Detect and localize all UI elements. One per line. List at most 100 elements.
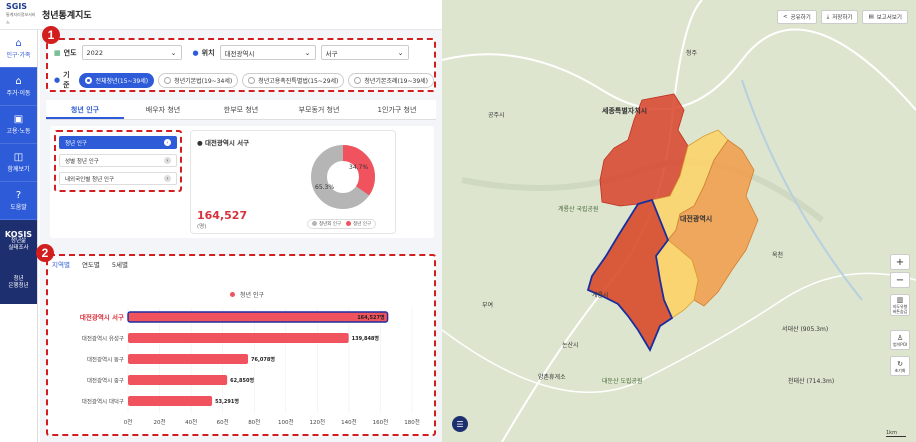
indicator-youth-population[interactable]: 청년 인구 ›	[59, 136, 177, 149]
location-pin-icon: ●	[192, 48, 199, 57]
indicator-gender-youth[interactable]: 성별 청년 인구 ›	[59, 154, 177, 167]
zoom-in-button[interactable]: +	[890, 254, 910, 270]
sidebar-item-help[interactable]: ? 도움말	[0, 182, 37, 220]
poi-button[interactable]: ♙ 범이POI	[890, 330, 910, 350]
sidebar: ⌂ 인구·가족 ⌂ 주거·이동 ▣ 고용·노동 ◫ 함께보기 ? 도움말 KOSIS 청년삶…	[0, 30, 38, 442]
bar	[127, 311, 389, 323]
download-icon: ⤓	[826, 13, 830, 20]
sidebar-item-housing[interactable]: ⌂ 주거·이동	[0, 68, 37, 106]
radio-employment-law[interactable]: 청년고용촉진특별법(15~29세)	[242, 72, 345, 88]
house-icon: ⌂	[15, 76, 22, 87]
arrow-right-icon: ›	[164, 157, 171, 164]
subtab-year[interactable]: 연도별	[81, 261, 100, 269]
y-category-label: 대전광역시 중구	[87, 377, 124, 385]
radio-all-youth[interactable]: 전체청년(15~39세)	[79, 72, 155, 88]
sidebar-item-population[interactable]: ⌂ 인구·가족	[0, 30, 37, 68]
bar-chart: 0천 20천 40천 60천 80천 100천 120천 140천 160천 180천 대전광역시 …	[80, 308, 420, 426]
people-icon: ⌂	[15, 38, 22, 49]
map-label-seodaesan: 서대산 (905.3m)	[782, 326, 829, 333]
bank-youth-link[interactable]: 청년 은행청년	[0, 262, 37, 304]
data-label: 62,850명	[230, 377, 254, 384]
report-button[interactable]: ▤ 보고서보기	[862, 10, 908, 24]
legend-youth: 청년 인구	[346, 221, 371, 227]
legend-toggle-button[interactable]: ☰	[452, 416, 468, 432]
arrow-right-icon: ›	[164, 139, 171, 146]
pie-label-youth: 34.7%	[349, 164, 368, 171]
map-type-button[interactable]: ▥ 지도유형 버튼숨김	[890, 294, 910, 316]
x-tick-label: 20천	[154, 418, 166, 426]
tab-living-with-parents-youth[interactable]: 부모동거 청년	[298, 106, 340, 114]
map-label-daejeon: 대전광역시	[680, 215, 713, 223]
map-layers-icon: ▥	[896, 296, 904, 304]
location-label: ● 위치	[192, 48, 215, 57]
bar	[128, 396, 213, 406]
subtab-age5[interactable]: 5세별	[111, 261, 129, 269]
badge-1: 1	[42, 26, 60, 44]
year-label: ▦ 연도	[54, 48, 77, 57]
map-view[interactable]: 세종특별자치시 계룡산 국립공원 대전광역시 논산시 양촌휴게소 대둔산 도립공…	[442, 0, 916, 442]
arrow-right-icon: ›	[164, 175, 171, 182]
x-tick-label: 120천	[310, 418, 326, 426]
sidebar-item-employment[interactable]: ▣ 고용·노동	[0, 106, 37, 144]
tab-single-household-youth[interactable]: 1인가구 청년	[377, 106, 417, 114]
bar	[128, 375, 228, 385]
user-icon: ●	[54, 76, 61, 84]
bar	[128, 354, 249, 364]
main-panel: ▦ 연도 2022 ⌄ ● 위치 대전광역시 ⌄ 서구 ⌄ ● 기준 전체청년(15~39세…	[36, 26, 442, 442]
reset-button[interactable]: ↻ 초기화	[890, 356, 910, 376]
chart-subtabs: 지역별 연도별 5세별	[52, 259, 128, 269]
y-category-label: 대전광역시 대덕구	[82, 398, 124, 406]
stat-region: ● 대전광역시 서구	[197, 139, 250, 147]
document-icon: ▤	[868, 14, 874, 20]
year-select[interactable]: 2022 ⌄	[81, 45, 182, 60]
map-label-cheontaesan: 천태산 (714.3m)	[788, 378, 835, 385]
youth-population-value: 164,527	[197, 209, 248, 222]
help-icon: ?	[15, 190, 22, 201]
save-button[interactable]: ⤓ 저장하기	[820, 10, 859, 24]
data-label: 76,078명	[251, 356, 275, 363]
map-label-yangchon: 양촌휴게소	[538, 374, 566, 381]
data-label: 53,291명	[215, 398, 239, 405]
indicator-nationality-youth[interactable]: 내외국인별 청년 인구 ›	[59, 172, 177, 185]
tab-married-youth[interactable]: 배우자 청년	[145, 106, 181, 114]
header: SGIS 통계지리정보서비스 청년통계지도	[0, 0, 442, 30]
tab-youth-population[interactable]: 청년 인구	[46, 100, 124, 119]
map-label-daedunsan: 대둔산 도립공원	[602, 378, 643, 385]
data-label: 139,848명	[352, 335, 380, 342]
map-label-cheongju: 청주	[686, 50, 698, 57]
kosis-link[interactable]: KOSIS 청년삶 실태조사	[0, 220, 37, 262]
basis-label: ● 기준	[54, 71, 70, 89]
chart-legend: 청년 인구	[230, 290, 264, 299]
poi-icon: ♙	[896, 333, 904, 342]
share-button[interactable]: < 공유하기	[776, 10, 817, 24]
data-label: 164,527명	[357, 314, 385, 321]
category-tabs: 청년 인구 배우자 청년 한부모 청년 부모동거 청년 1인가구 청년	[46, 100, 436, 120]
radio-basic-law[interactable]: 청년기본법(19~34세)	[158, 72, 239, 88]
chevron-down-icon: ⌄	[170, 48, 177, 57]
map-label-okcheon: 옥천	[772, 252, 784, 259]
map-scale: 1km	[886, 430, 906, 437]
map-canvas	[442, 0, 916, 442]
x-tick-label: 100천	[278, 418, 294, 426]
sgis-logo[interactable]: SGIS 통계지리정보서비스	[6, 1, 36, 25]
unit-label: (명)	[197, 224, 207, 230]
sigungu-select[interactable]: 서구 ⌄	[320, 45, 409, 60]
location-pin-icon: ●	[197, 139, 203, 147]
chevron-down-icon: ⌄	[397, 48, 404, 57]
radio-dot	[354, 76, 362, 84]
sidebar-item-compare[interactable]: ◫ 함께보기	[0, 144, 37, 182]
radio-ordinance[interactable]: 청년기본조례(19~39세)	[348, 72, 434, 88]
map-label-nonsan: 논산시	[562, 342, 579, 349]
subtab-region[interactable]: 지역별	[52, 261, 70, 269]
badge-2: 2	[36, 244, 54, 262]
zoom-out-button[interactable]: −	[890, 272, 910, 288]
tab-single-parent-youth[interactable]: 한부모 청년	[223, 106, 259, 114]
map-label-sejong: 세종특별자치시	[602, 107, 648, 115]
work-icon: ▣	[13, 114, 24, 125]
x-tick-label: 40천	[185, 418, 197, 426]
map-label-gongju: 공주시	[488, 112, 505, 119]
radio-dot	[164, 76, 172, 84]
pie-label-other: 65.3%	[315, 184, 334, 191]
region-seo-selected[interactable]	[586, 198, 674, 352]
sido-select[interactable]: 대전광역시 ⌄	[219, 45, 316, 60]
